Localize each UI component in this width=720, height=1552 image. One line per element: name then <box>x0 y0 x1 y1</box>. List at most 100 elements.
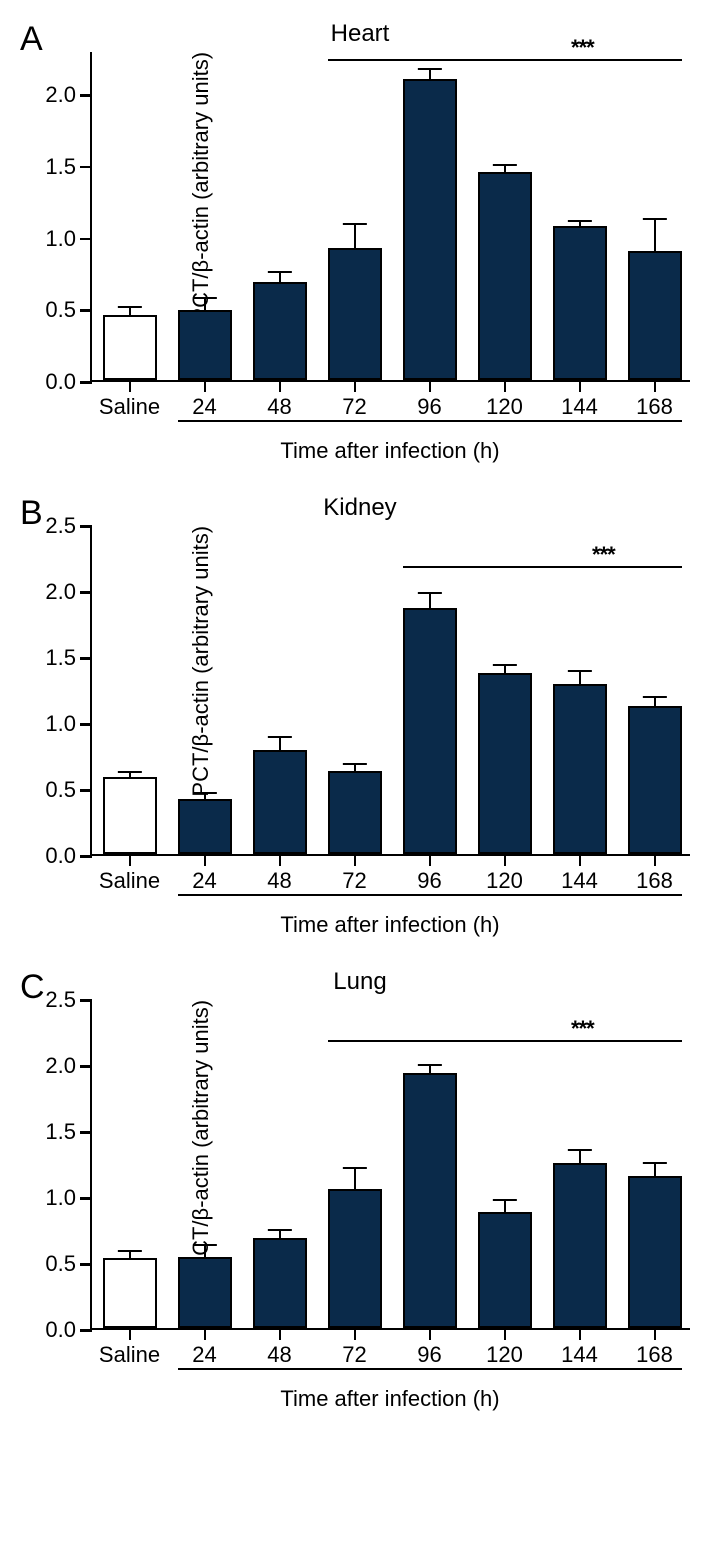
bar <box>103 777 157 854</box>
bar <box>553 1163 607 1328</box>
y-tick <box>80 657 92 660</box>
x-tick <box>204 380 207 392</box>
y-tick <box>80 1197 92 1200</box>
x-group-line <box>178 1368 682 1370</box>
x-tick <box>579 380 582 392</box>
x-tick-label: 96 <box>417 1342 441 1368</box>
bar-rect <box>403 608 457 854</box>
bar <box>628 706 682 854</box>
error-cap <box>267 1229 291 1231</box>
x-tick <box>654 380 657 392</box>
x-axis-label: Time after infection (h) <box>90 1386 690 1412</box>
error-stem <box>279 1230 281 1238</box>
y-tick <box>80 789 92 792</box>
plot: Ratio PCT/β-actin (arbitrary units)0.00.… <box>90 52 690 464</box>
y-tick <box>80 1329 92 1332</box>
error-cap <box>192 297 216 299</box>
x-tick-label: Saline <box>99 868 160 894</box>
bar-rect <box>628 1176 682 1328</box>
y-tick-label: 1.5 <box>45 1119 76 1145</box>
bar-rect <box>328 248 382 380</box>
bar <box>403 608 457 854</box>
bar <box>628 1176 682 1328</box>
x-tick-label: 24 <box>192 394 216 420</box>
error-stem <box>204 298 206 309</box>
error-cap <box>117 1250 141 1252</box>
x-tick-label: 144 <box>561 868 598 894</box>
x-tick <box>354 380 357 392</box>
x-tick-label: Saline <box>99 394 160 420</box>
plot-area: Ratio PCT/β-actin (arbitrary units)0.00.… <box>90 52 690 382</box>
error-cap <box>492 1199 516 1201</box>
y-tick-label: 2.5 <box>45 513 76 539</box>
error-cap <box>492 164 516 166</box>
x-tick-label: 48 <box>267 1342 291 1368</box>
bar-rect <box>103 777 157 854</box>
bar-rect <box>178 310 232 380</box>
x-tick-label: 144 <box>561 1342 598 1368</box>
x-tick <box>279 1328 282 1340</box>
x-tick <box>429 1328 432 1340</box>
error-stem <box>654 1163 656 1176</box>
significance-label: *** <box>571 1016 594 1042</box>
bar <box>478 172 532 380</box>
bar-rect <box>253 282 307 380</box>
y-tick-label: 0.5 <box>45 297 76 323</box>
y-tick-label: 0.5 <box>45 777 76 803</box>
panel-c: CLungRatio PCT/β-actin (arbitrary units)… <box>20 968 700 1412</box>
panel-b: BKidneyRatio PCT/β-actin (arbitrary unit… <box>20 494 700 938</box>
bar-rect <box>553 226 607 380</box>
plot-area: Ratio PCT/β-actin (arbitrary units)0.00.… <box>90 1000 690 1330</box>
error-cap <box>117 306 141 308</box>
bar <box>253 1238 307 1328</box>
error-stem <box>129 307 131 316</box>
y-tick <box>80 381 92 384</box>
x-tick <box>129 380 132 392</box>
y-tick-label: 1.5 <box>45 154 76 180</box>
error-cap <box>117 771 141 773</box>
bar-rect <box>328 771 382 854</box>
error-stem <box>429 69 431 79</box>
error-cap <box>492 664 516 666</box>
x-tick <box>504 380 507 392</box>
error-stem <box>654 219 656 251</box>
x-tick <box>204 1328 207 1340</box>
plot: Ratio PCT/β-actin (arbitrary units)0.00.… <box>90 526 690 938</box>
bar <box>178 799 232 854</box>
y-tick-label: 2.0 <box>45 1053 76 1079</box>
x-tick-label: 72 <box>342 868 366 894</box>
error-cap <box>342 223 366 225</box>
error-stem <box>429 1065 431 1073</box>
x-tick <box>579 1328 582 1340</box>
x-tick-label: 72 <box>342 1342 366 1368</box>
significance-line <box>328 1040 682 1042</box>
panel-title: Kidney <box>20 494 700 522</box>
bar-rect <box>628 251 682 380</box>
y-tick <box>80 591 92 594</box>
y-tick-label: 0.0 <box>45 843 76 869</box>
error-stem <box>204 1245 206 1257</box>
x-tick-label: 96 <box>417 394 441 420</box>
y-tick-label: 1.0 <box>45 226 76 252</box>
error-cap <box>267 736 291 738</box>
panel-title: Heart <box>20 20 700 48</box>
x-tick-label: 48 <box>267 868 291 894</box>
bar <box>478 1212 532 1328</box>
y-tick <box>80 1131 92 1134</box>
figure: AHeartRatio PCT/β-actin (arbitrary units… <box>0 0 720 1462</box>
error-stem <box>579 1150 581 1163</box>
x-tick-label: 168 <box>636 868 673 894</box>
x-tick <box>654 1328 657 1340</box>
error-cap <box>417 1064 441 1066</box>
significance-label: *** <box>571 35 594 61</box>
x-tick-label: 48 <box>267 394 291 420</box>
y-tick-label: 1.0 <box>45 711 76 737</box>
plot-area: Ratio PCT/β-actin (arbitrary units)0.00.… <box>90 526 690 856</box>
x-tick <box>429 854 432 866</box>
bar-rect <box>253 1238 307 1328</box>
x-tick <box>129 854 132 866</box>
error-stem <box>279 272 281 282</box>
bar <box>403 79 457 380</box>
y-tick <box>80 999 92 1002</box>
bar <box>478 673 532 854</box>
